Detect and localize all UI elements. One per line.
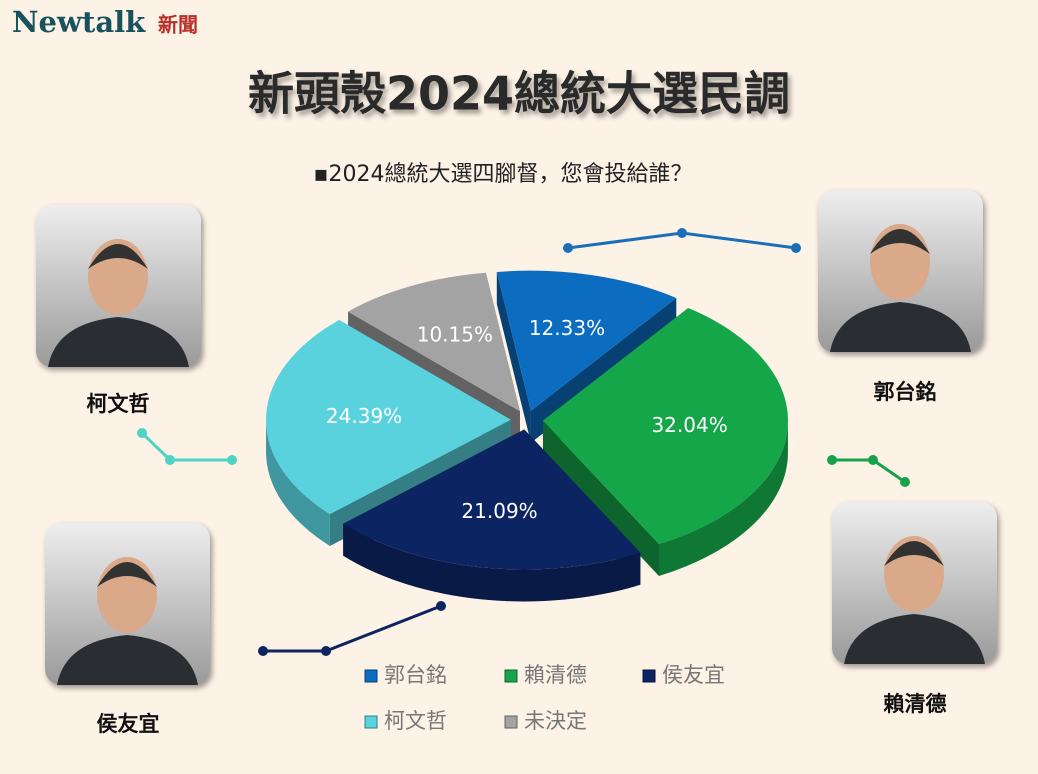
legend-swatch [504, 669, 518, 683]
slice-side [658, 420, 788, 576]
slice-side [343, 523, 641, 602]
portrait-caption: 侯友宜 [97, 712, 160, 736]
legend-swatch [504, 715, 518, 729]
portrait-hair [97, 562, 157, 587]
portrait-hair [88, 244, 148, 269]
slice-side [266, 419, 330, 547]
legend-swatch [642, 669, 656, 683]
portrait-hair [884, 541, 944, 566]
decor-lines [137, 228, 910, 656]
pie: 12.33% 32.04% 21.09% 24.39% 10.15% [266, 270, 788, 602]
portrait-body [844, 614, 985, 664]
data-label: 32.04% [651, 413, 727, 437]
legend-label: 賴清德 [524, 663, 587, 687]
legend-swatch [364, 715, 378, 729]
slice-side [496, 272, 531, 443]
portrait-caption: 柯文哲 [87, 392, 150, 416]
slice [348, 272, 520, 412]
portrait [832, 502, 997, 664]
legend-label: 侯友宜 [662, 663, 725, 687]
slice [343, 429, 641, 570]
portrait-hair [870, 229, 930, 254]
chart-title: 新頭殼2024總統大選民調 [248, 67, 790, 121]
data-label: 12.33% [529, 316, 605, 340]
portrait-body [830, 302, 971, 352]
slice-group [542, 307, 788, 576]
legend-swatch [364, 669, 378, 683]
brand-suffix: 新聞 [158, 13, 198, 37]
data-label: 21.09% [461, 499, 537, 523]
portrait [818, 190, 983, 352]
data-label: 10.15% [417, 323, 493, 347]
legend-label: 未決定 [524, 709, 587, 733]
slice-side [542, 420, 659, 576]
chart-subtitle: ▪2024總統大選四腳督，您會投給誰？ [314, 162, 693, 187]
slice-group [343, 429, 641, 602]
portrait-body [48, 317, 189, 367]
portrait-caption: 賴清德 [884, 692, 947, 716]
data-label: 24.39% [326, 404, 402, 428]
brand: Newtalk [12, 5, 146, 39]
legend-label: 郭台銘 [384, 663, 447, 687]
portrait-body [57, 635, 198, 685]
portrait [45, 523, 210, 685]
portrait [36, 205, 201, 367]
legend-label: 柯文哲 [384, 709, 447, 733]
slice [496, 270, 677, 411]
slice [266, 319, 512, 515]
slice-group [266, 319, 512, 547]
portrait-caption: 郭台銘 [874, 380, 937, 404]
slice [542, 307, 788, 544]
